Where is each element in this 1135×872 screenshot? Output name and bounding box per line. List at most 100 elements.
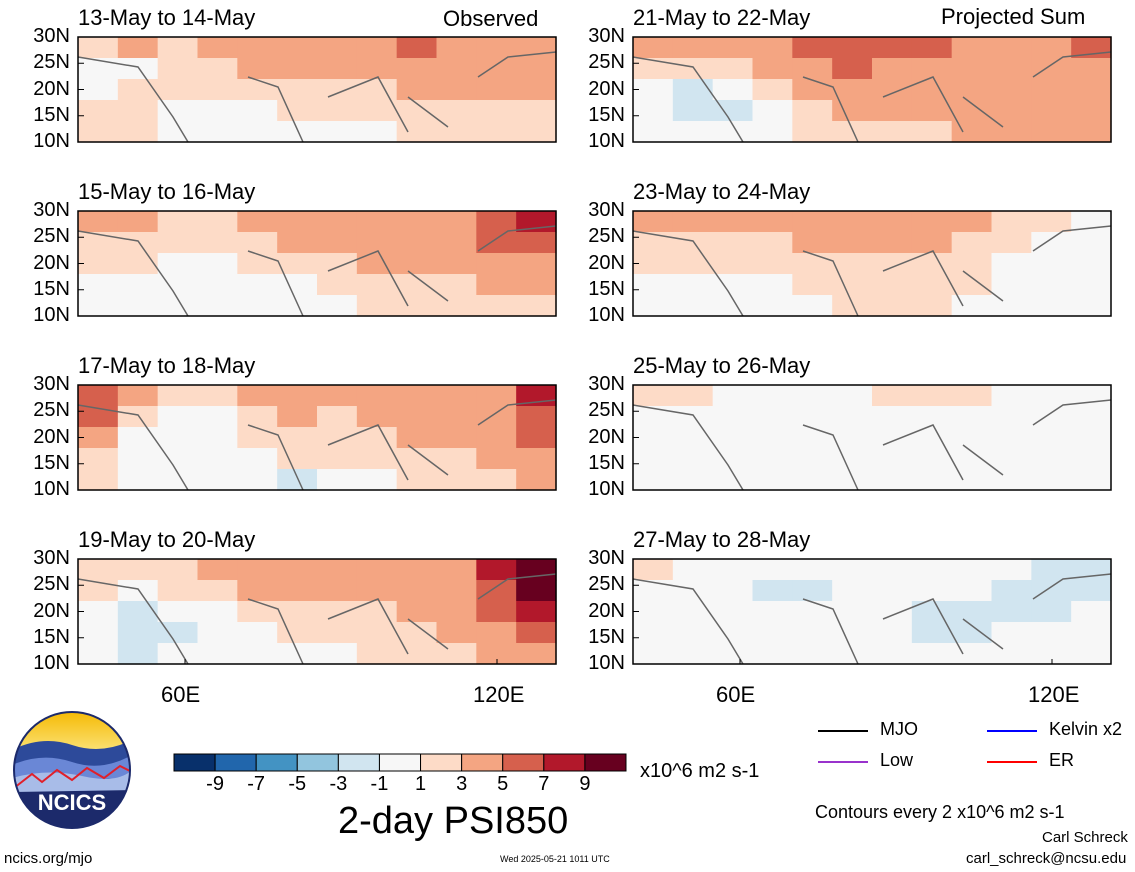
- y-tick-label: 25N: [33, 399, 70, 422]
- psi-cell: [78, 253, 119, 275]
- psi-cell: [951, 121, 993, 143]
- psi-cell: [1031, 385, 1072, 407]
- psi-cell: [792, 469, 833, 491]
- psi-cell: [1031, 37, 1072, 59]
- colorbar-swatch: [378, 753, 422, 772]
- psi-cell: [436, 37, 477, 59]
- psi-cell: [356, 469, 398, 491]
- colorbar-tick-label: -5: [288, 773, 307, 795]
- psi-cell: [197, 274, 238, 296]
- psi-cell: [911, 559, 953, 581]
- psi-cell: [157, 580, 199, 602]
- map-panel: [632, 36, 1112, 143]
- psi-cell: [1031, 100, 1072, 122]
- psi-cell: [1071, 232, 1112, 254]
- psi-cell: [752, 58, 793, 80]
- psi-cell: [516, 643, 557, 665]
- psi-cell: [752, 100, 793, 122]
- y-tick-label: 10N: [588, 478, 625, 500]
- legend-label: ER: [1049, 750, 1075, 770]
- psi-cell: [1071, 100, 1112, 122]
- psi-cell: [672, 121, 714, 143]
- psi-cell: [712, 100, 754, 122]
- psi-cell: [911, 469, 953, 491]
- panel-title: 19-May to 20-May: [78, 527, 256, 552]
- psi-cell: [237, 253, 278, 275]
- projected-label: Projected Sum: [941, 4, 1086, 29]
- psi-cell: [237, 580, 278, 602]
- psi-cell: [1031, 559, 1072, 581]
- panel-title: 23-May to 24-May: [633, 179, 811, 204]
- url-link[interactable]: ncics.org/mjo: [4, 850, 93, 867]
- psi-cell: [117, 121, 159, 143]
- psi-cell: [317, 559, 358, 581]
- psi-cell: [991, 121, 1032, 143]
- psi-cell: [633, 37, 674, 59]
- psi-cell: [157, 448, 199, 470]
- psi-cell: [317, 295, 358, 317]
- y-tick-label: 25N: [588, 51, 625, 74]
- psi-cell: [516, 622, 557, 644]
- psi-cell: [991, 559, 1032, 581]
- psi-cell: [237, 211, 278, 233]
- psi-cell: [237, 559, 278, 581]
- psi-cell: [792, 643, 833, 665]
- psi-cell: [1071, 580, 1112, 602]
- psi-cell: [792, 100, 833, 122]
- psi-cell: [237, 601, 278, 623]
- psi-cell: [872, 121, 913, 143]
- colorbar-tick-label: 1: [414, 773, 427, 795]
- psi-cell: [1031, 295, 1072, 317]
- psi-cell: [911, 211, 953, 233]
- psi-cell: [317, 427, 358, 449]
- psi-cell: [78, 406, 119, 428]
- ncics-logo[interactable]: NCICS: [12, 710, 132, 830]
- psi-cell: [317, 469, 358, 491]
- psi-cell: [911, 385, 953, 407]
- psi-cell: [356, 37, 398, 59]
- psi-cell: [991, 601, 1032, 623]
- email-link[interactable]: carl_schreck@ncsu.edu: [966, 850, 1127, 867]
- map-panel: [632, 558, 1112, 665]
- psi-cell: [78, 58, 119, 80]
- psi-cell: [752, 406, 793, 428]
- y-tick-label: 20N: [33, 425, 70, 448]
- psi-cell: [78, 37, 119, 59]
- psi-cell: [78, 580, 119, 602]
- y-tick-label: 20N: [588, 425, 625, 448]
- psi-cell: [752, 427, 793, 449]
- y-tick-label: 30N: [33, 199, 70, 221]
- psi-cell: [1031, 406, 1072, 428]
- y-tick-label: 30N: [33, 373, 70, 395]
- psi-cell: [832, 100, 873, 122]
- psi-cell: [396, 37, 438, 59]
- psi-cell: [197, 559, 238, 581]
- psi-cell: [197, 427, 238, 449]
- psi-cell: [872, 37, 913, 59]
- psi-cell: [277, 253, 318, 275]
- y-tick-label: 15N: [588, 103, 625, 126]
- psi-cell: [476, 211, 517, 233]
- psi-cell: [157, 295, 199, 317]
- psi-cell: [752, 448, 793, 470]
- x-tick-label: 120E: [473, 682, 525, 707]
- psi-cell: [436, 274, 477, 296]
- psi-cell: [752, 643, 793, 665]
- psi-cell: [712, 559, 754, 581]
- psi-cell: [277, 58, 318, 80]
- psi-cell: [911, 232, 953, 254]
- psi-cell: [1031, 211, 1072, 233]
- psi-cell: [78, 100, 119, 122]
- colorbar-swatch: [337, 753, 380, 772]
- psi-cell: [157, 232, 199, 254]
- y-tick-label: 20N: [588, 77, 625, 100]
- coastline: [632, 399, 1112, 491]
- psi-cell: [476, 79, 517, 101]
- psi-cell: [117, 385, 159, 407]
- psi-cell: [752, 295, 793, 317]
- psi-cell: [237, 121, 278, 143]
- contour-note: Contours every 2 x10^6 m2 s-1: [815, 802, 1065, 822]
- psi-cell: [237, 385, 278, 407]
- psi-cell: [436, 79, 477, 101]
- psi-cell: [991, 469, 1032, 491]
